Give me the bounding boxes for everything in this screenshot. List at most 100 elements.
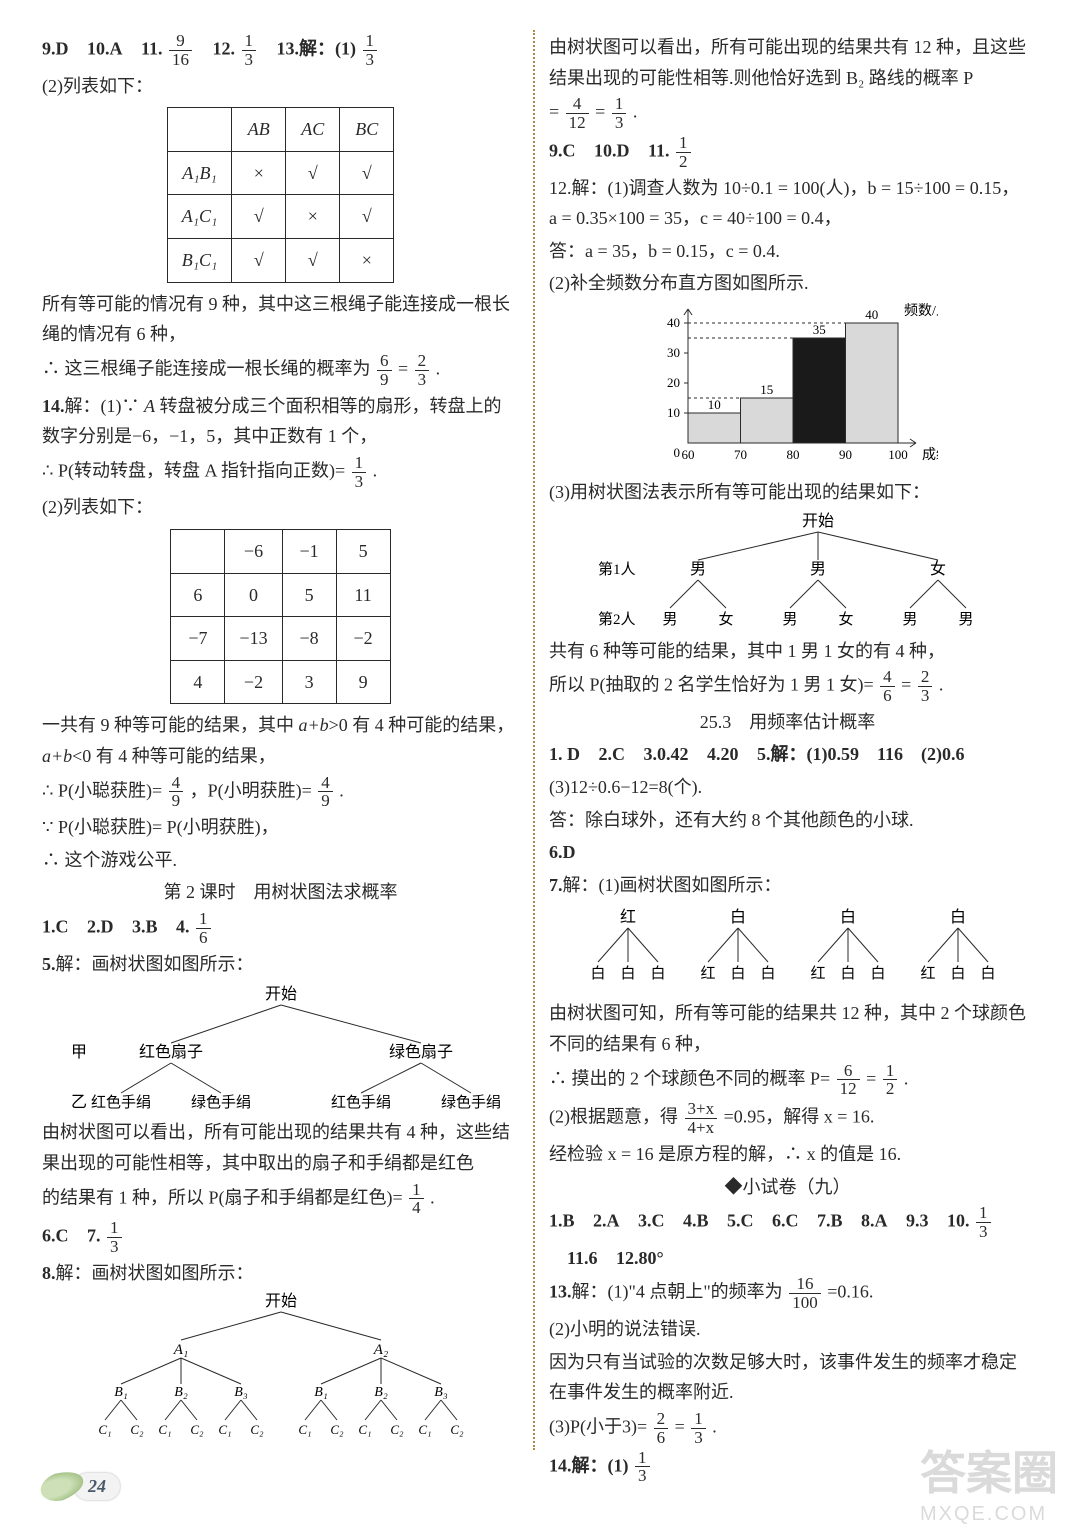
svg-text:B₂: B₂ [374, 1385, 388, 1400]
page-number-badge: 24 [40, 1472, 120, 1500]
table-2: −6−15 60511 −7−13−8−2 4−239 [170, 529, 390, 704]
svg-text:100: 100 [888, 447, 908, 462]
svg-text:绿色手绢: 绿色手绢 [190, 1094, 250, 1111]
svg-text:60: 60 [681, 447, 694, 462]
svg-text:40: 40 [865, 307, 878, 322]
svg-text:第2人: 第2人 [598, 610, 636, 628]
svg-text:90: 90 [839, 447, 852, 462]
svg-text:男: 男 [689, 561, 705, 578]
svg-text:红色手绢: 红色手绢 [90, 1094, 150, 1111]
svg-text:红色扇子: 红色扇子 [138, 1043, 202, 1061]
svg-text:0: 0 [673, 445, 680, 460]
svg-text:男: 男 [662, 612, 677, 628]
svg-text:红: 红 [700, 965, 715, 982]
svg-text:白: 白 [590, 965, 605, 982]
svg-text:B₁: B₁ [114, 1385, 127, 1400]
svg-text:C₂: C₂ [450, 1422, 464, 1437]
ans-9: 9.D [42, 38, 69, 58]
leaf-icon [37, 1466, 87, 1506]
svg-text:开始: 开始 [801, 512, 833, 530]
svg-text:30: 30 [667, 345, 680, 360]
svg-text:C₁: C₁ [158, 1422, 171, 1437]
svg-text:男: 男 [809, 561, 825, 578]
svg-text:白: 白 [839, 908, 855, 926]
svg-text:C₂: C₂ [330, 1422, 344, 1437]
svg-text:开始: 开始 [264, 985, 296, 1003]
ans-12-label: 12. [213, 38, 236, 58]
svg-text:白: 白 [650, 965, 665, 982]
svg-text:甲: 甲 [71, 1044, 87, 1061]
svg-text:白: 白 [949, 908, 965, 926]
svg-text:开始: 开始 [264, 1292, 296, 1310]
svg-text:C₁: C₁ [218, 1422, 231, 1437]
para: 所有等可能的情况有 9 种，其中这三根绳子能连接成一根长绳的情况有 6 种， [42, 289, 519, 350]
svg-text:频数/人: 频数/人 [904, 303, 938, 319]
tree-1: 开始 甲 红色扇子 绿色扇子 乙 红色手绢 绿色手绢 红色手绢 绿色手绢 [51, 983, 511, 1113]
svg-text:A₁: A₁ [172, 1342, 187, 1358]
table-1: ABACBC A₁B₁×√√ A₁C₁√×√ B₁C₁√√× [167, 107, 395, 282]
ans-11-label: 11. [141, 38, 163, 58]
svg-text:第1人: 第1人 [598, 560, 636, 578]
svg-text:C₂: C₂ [190, 1422, 204, 1437]
svg-text:80: 80 [786, 447, 799, 462]
svg-text:红: 红 [810, 965, 825, 982]
para: 解：(1)∵ A 转盘被分成三个面积相等的扇形，转盘上的数字分别是−6，−1，5… [42, 396, 502, 447]
svg-text:女: 女 [929, 559, 945, 578]
svg-text:C₂: C₂ [250, 1422, 264, 1437]
svg-text:白: 白 [980, 965, 995, 982]
watermark-url: MXQE.COM [920, 1503, 1058, 1526]
svg-text:C₂: C₂ [390, 1422, 404, 1437]
svg-text:白: 白 [840, 965, 855, 982]
svg-text:10: 10 [667, 405, 680, 420]
svg-text:绿色手绢: 绿色手绢 [440, 1094, 500, 1111]
svg-text:A₂: A₂ [372, 1342, 387, 1358]
svg-text:B₃: B₃ [434, 1385, 448, 1400]
svg-text:红: 红 [619, 908, 635, 926]
text: (2)列表如下： [42, 71, 519, 102]
svg-text:男: 男 [958, 612, 973, 628]
svg-text:白: 白 [950, 965, 965, 982]
svg-text:C₁: C₁ [298, 1422, 311, 1437]
svg-text:C₁: C₁ [418, 1422, 431, 1437]
tree-4: 红白白白白红白白白红白白白红白白 [558, 904, 1018, 994]
section-3-title: 25.3 用频率估计概率 [549, 707, 1026, 738]
svg-text:10: 10 [707, 397, 720, 412]
tree-3: 开始 第1人 男 男 女 男女男女男男 第2人 [558, 512, 1018, 632]
svg-text:20: 20 [667, 375, 680, 390]
section-2-title: 第 2 课时 用树状图法求概率 [42, 877, 519, 908]
svg-text:B₃: B₃ [234, 1385, 248, 1400]
svg-text:40: 40 [667, 315, 680, 330]
left-column: 9.D 10.A 11. 916 12. 13 13.解：(1) 13 (2)列… [28, 30, 533, 1450]
svg-text:C₂: C₂ [130, 1422, 144, 1437]
ans-10: 10.A [87, 38, 123, 58]
svg-text:男: 男 [902, 612, 917, 628]
svg-text:白: 白 [870, 965, 885, 982]
watermark-cn: 答案圈 [920, 1437, 1058, 1503]
histogram: 频数/人成绩/分 0 10 20 30 40 10 15 35 40 60 70 80 90 100 [638, 303, 938, 473]
watermark: 答案圈 MXQE.COM [920, 1437, 1058, 1526]
svg-text:成绩/分: 成绩/分 [922, 447, 938, 463]
svg-text:红: 红 [920, 965, 935, 982]
svg-text:女: 女 [718, 610, 733, 628]
ans-13-label: 13.解：(1) [277, 38, 357, 58]
svg-text:白: 白 [620, 965, 635, 982]
svg-text:B₁: B₁ [314, 1385, 327, 1400]
svg-text:白: 白 [760, 965, 775, 982]
svg-text:红色手绢: 红色手绢 [330, 1094, 390, 1111]
svg-text:乙: 乙 [71, 1094, 87, 1111]
para: 一共有 9 种等可能的结果，其中 a+b>0 有 4 种可能的结果，a+b<0 … [42, 710, 519, 771]
svg-text:B₂: B₂ [174, 1385, 188, 1400]
svg-text:15: 15 [760, 382, 773, 397]
right-column: 由树状图可以看出，所有可能出现的结果共有 12 种，且这些结果出现的可能性相等.… [535, 30, 1040, 1450]
svg-text:绿色扇子: 绿色扇子 [388, 1043, 452, 1061]
svg-text:女: 女 [838, 610, 853, 628]
svg-text:白: 白 [730, 965, 745, 982]
tree-2: 开始 A₁ A₂ B₁ C₁ C₂ B₂ C₁ C₂ B₃ C₁ C₂ B₁ C₁ C₂ B₂ C₁ C₂ B… [51, 1292, 511, 1442]
svg-text:70: 70 [734, 447, 747, 462]
svg-text:C₁: C₁ [98, 1422, 111, 1437]
svg-text:白: 白 [729, 908, 745, 926]
svg-text:35: 35 [812, 322, 825, 337]
svg-text:男: 男 [782, 612, 797, 628]
section-4-title: ◆小试卷（九） [549, 1172, 1026, 1203]
page-container: 9.D 10.A 11. 916 12. 13 13.解：(1) 13 (2)列… [0, 0, 1068, 1450]
